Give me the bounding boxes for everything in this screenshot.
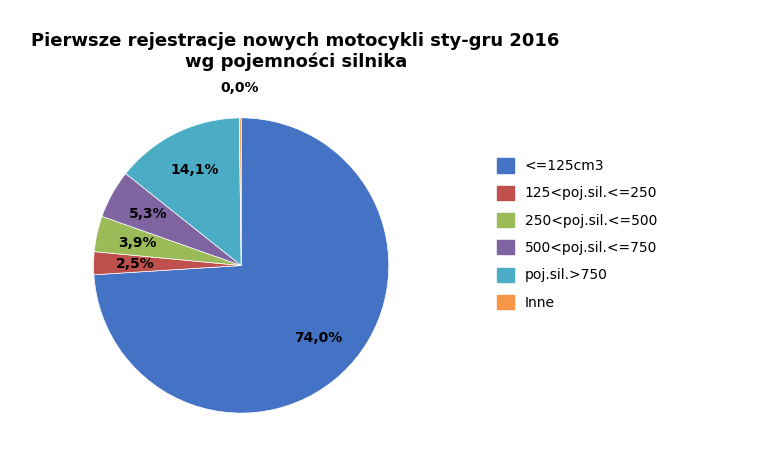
Wedge shape — [102, 174, 241, 266]
Text: 14,1%: 14,1% — [170, 163, 219, 177]
Text: 5,3%: 5,3% — [129, 207, 167, 221]
Legend: <=125cm3, 125<poj.sil.<=250, 250<poj.sil.<=500, 500<poj.sil.<=750, poj.sil.>750,: <=125cm3, 125<poj.sil.<=250, 250<poj.sil… — [497, 158, 657, 310]
Wedge shape — [93, 252, 241, 275]
Text: 3,9%: 3,9% — [118, 236, 156, 250]
Text: 2,5%: 2,5% — [116, 257, 154, 271]
Wedge shape — [94, 118, 389, 413]
Wedge shape — [94, 216, 241, 266]
Text: Pierwsze rejestracje nowych motocykli sty-gru 2016
wg pojemności silnika: Pierwsze rejestracje nowych motocykli st… — [31, 32, 560, 71]
Wedge shape — [126, 118, 241, 266]
Text: 74,0%: 74,0% — [295, 331, 343, 345]
Wedge shape — [240, 118, 241, 266]
Text: 0,0%: 0,0% — [221, 81, 259, 95]
